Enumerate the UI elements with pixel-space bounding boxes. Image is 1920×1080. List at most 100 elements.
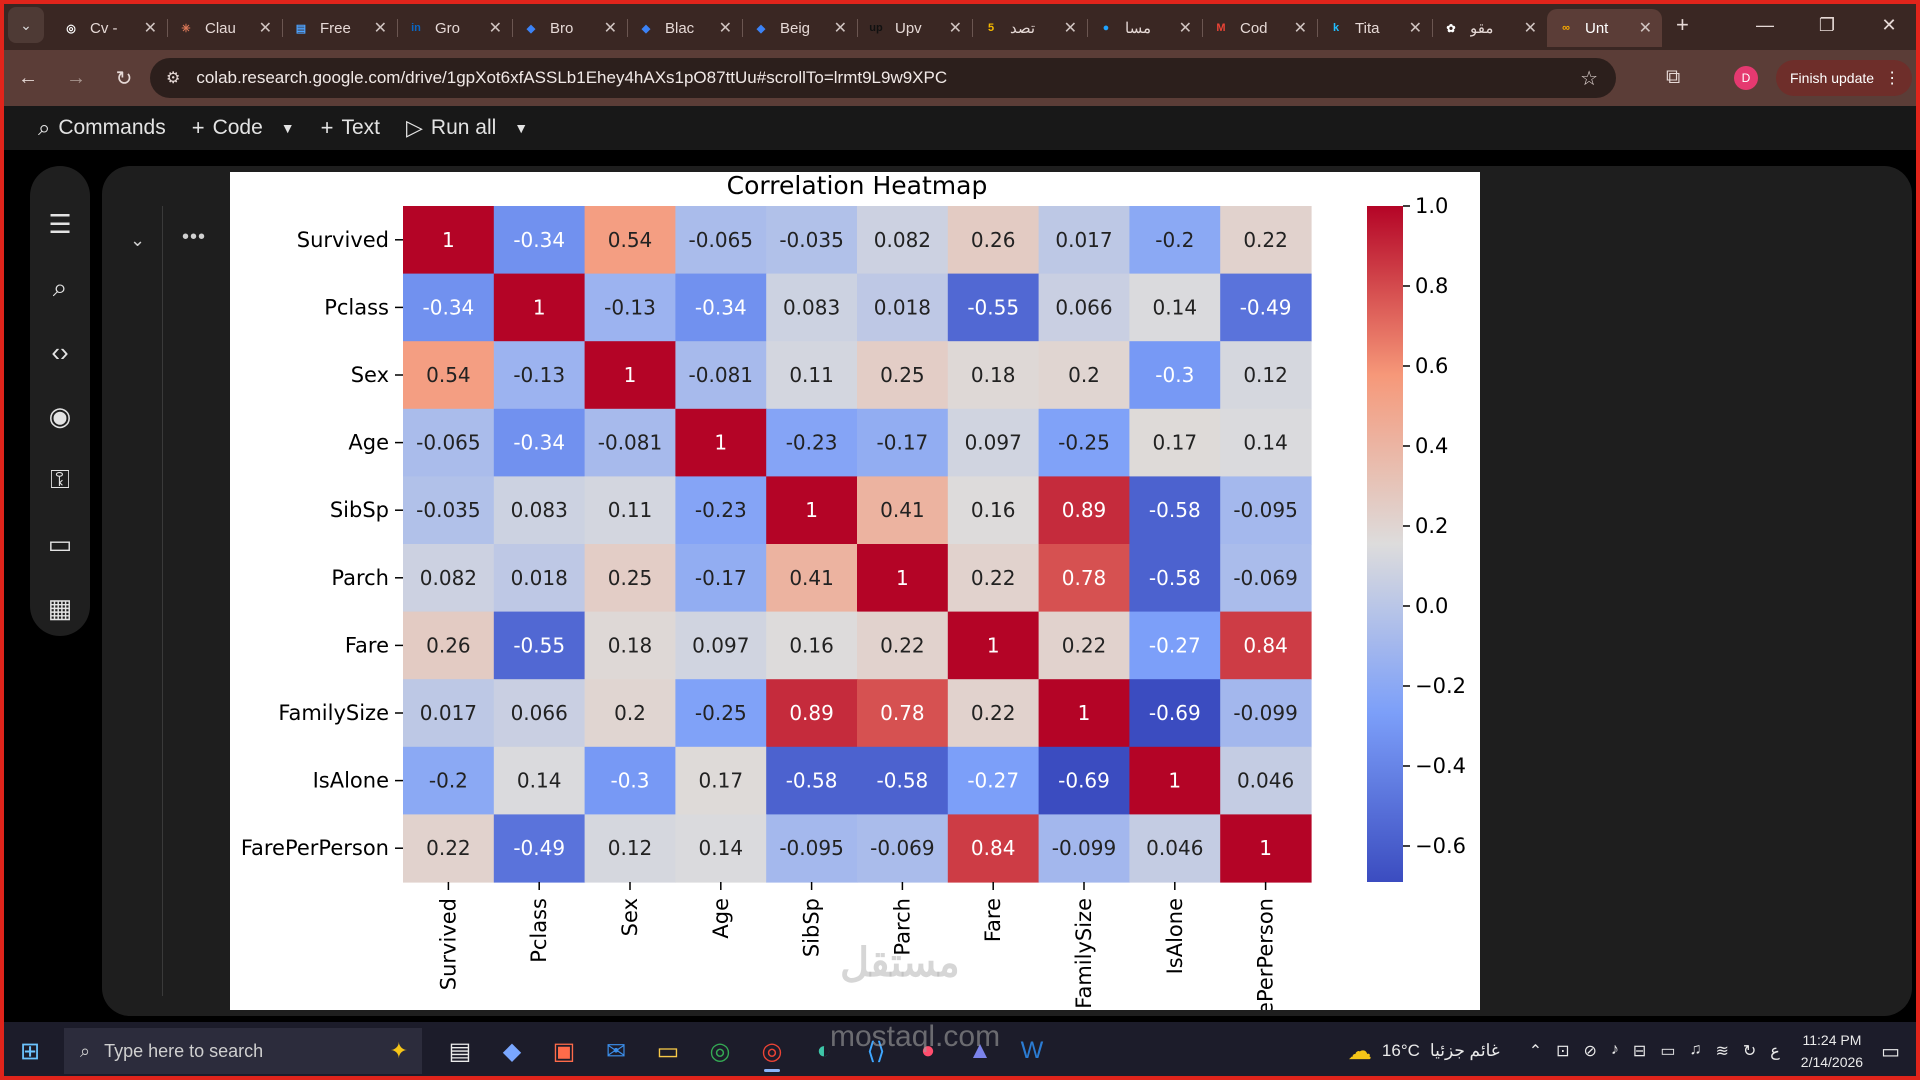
- plus-icon: +: [191, 115, 205, 140]
- cell-value-label: 0.22: [1062, 633, 1107, 657]
- vscode-icon[interactable]: ⟨⟩: [866, 1037, 886, 1065]
- cell-value-label: 0.017: [420, 701, 477, 725]
- browser-tab[interactable]: ◆ Beig ✕: [742, 9, 857, 47]
- chevron-down-icon[interactable]: ▼: [514, 120, 529, 136]
- cell-value-label: 0.14: [517, 769, 562, 793]
- close-tab-icon[interactable]: ✕: [373, 20, 387, 37]
- language-indicator[interactable]: ع: [1770, 1043, 1780, 1060]
- data-table-icon[interactable]: ▦: [47, 592, 73, 623]
- close-tab-icon[interactable]: ✕: [1638, 20, 1652, 37]
- browser-tab[interactable]: in Gro ✕: [397, 9, 512, 47]
- weather-widget[interactable]: ☁ 16°C غائم جزئيا: [1348, 1037, 1500, 1066]
- back-icon[interactable]: ←: [18, 66, 38, 89]
- clock[interactable]: 11:24 PM 2/14/2026: [1801, 1029, 1863, 1073]
- windows-start-icon[interactable]: ⊞: [19, 1037, 41, 1065]
- microphone-icon[interactable]: ♪: [1610, 1041, 1619, 1058]
- code-label: Code: [212, 116, 263, 139]
- finish-update-button[interactable]: Finish update ⋮: [1776, 60, 1912, 96]
- word-icon[interactable]: W: [1020, 1037, 1044, 1064]
- browser-tab[interactable]: ∞ Unt ✕: [1547, 9, 1662, 47]
- variables-icon[interactable]: ◉: [48, 400, 72, 431]
- task-view-icon[interactable]: ▤: [448, 1037, 472, 1065]
- url-omnibox[interactable]: ⚙ colab.research.google.com/drive/1gpXot…: [150, 58, 1616, 98]
- more-vert-icon[interactable]: ⋮: [1884, 70, 1901, 87]
- chevron-up-icon[interactable]: ⌃: [1528, 1043, 1543, 1060]
- site-info-icon[interactable]: ⚙: [166, 70, 181, 87]
- more-horiz-icon[interactable]: •••: [182, 226, 207, 248]
- browser-tab[interactable]: ● مسا ✕: [1087, 9, 1202, 47]
- close-tab-icon[interactable]: ✕: [1293, 20, 1307, 37]
- battery-icon[interactable]: ▭: [1660, 1043, 1676, 1060]
- secrets-key-icon[interactable]: ⚿: [50, 464, 70, 494]
- browser-tab[interactable]: ✿ مقو ✕: [1432, 9, 1547, 47]
- files-folder-icon[interactable]: ▭: [47, 528, 73, 559]
- openai-icon: ✿: [1446, 22, 1456, 35]
- sync-icon[interactable]: ↻: [1742, 1043, 1757, 1060]
- teams-badge-icon[interactable]: ●: [920, 1037, 936, 1064]
- cell-value-label: 0.22: [971, 566, 1016, 590]
- wifi-icon[interactable]: ≋: [1715, 1043, 1729, 1060]
- close-tab-icon[interactable]: ✕: [258, 20, 272, 37]
- add-text-button[interactable]: + Text: [321, 115, 380, 141]
- cell-value-label: 0.22: [1243, 228, 1288, 252]
- minimize-icon[interactable]: —: [1756, 14, 1774, 35]
- browser-tab[interactable]: k Tita ✕: [1317, 9, 1432, 47]
- close-tab-icon[interactable]: ✕: [718, 20, 732, 37]
- chrome-active-icon[interactable]: ◎: [746, 1028, 798, 1074]
- volume-icon[interactable]: ♫: [1689, 1041, 1702, 1058]
- restore-icon[interactable]: ❐: [1818, 14, 1836, 35]
- edge-icon[interactable]: ◐: [816, 1037, 832, 1064]
- tray-icons: ⌃ ⊡ ⊘ ♪ ⊟ ▭ ♫ ≋ ↻ ع: [1522, 1041, 1787, 1061]
- close-tab-icon[interactable]: ✕: [488, 20, 502, 37]
- close-window-icon[interactable]: ✕: [1881, 14, 1897, 35]
- run-all-button[interactable]: ▷ Run all ▼: [406, 115, 528, 141]
- no-notifications-icon[interactable]: ⊘: [1583, 1043, 1597, 1060]
- browser-tab[interactable]: 5 تصد ✕: [972, 9, 1087, 47]
- notifications-icon[interactable]: ▭: [1881, 1040, 1900, 1063]
- taskbar-search[interactable]: ⌕ Type here to search ✦: [64, 1028, 422, 1074]
- heatmap-cell: [947, 408, 1040, 477]
- teams-icon[interactable]: ▲: [968, 1037, 992, 1064]
- browser-tab[interactable]: up Upv ✕: [857, 9, 972, 47]
- url-text[interactable]: colab.research.google.com/drive/1gpXot6x…: [196, 68, 948, 87]
- close-tab-icon[interactable]: ✕: [1408, 20, 1422, 37]
- new-tab-button[interactable]: +: [1676, 12, 1689, 37]
- table-of-contents-icon[interactable]: ☰: [48, 208, 72, 239]
- tab-search-button[interactable]: ⌄: [8, 7, 44, 43]
- close-tab-icon[interactable]: ✕: [143, 20, 157, 37]
- reload-icon[interactable]: ↻: [115, 67, 133, 90]
- chrome-icon[interactable]: ◎: [709, 1037, 731, 1065]
- close-tab-icon[interactable]: ✕: [833, 20, 847, 37]
- close-tab-icon[interactable]: ✕: [948, 20, 962, 37]
- meet-now-icon[interactable]: ⊡: [1556, 1043, 1570, 1060]
- copilot-sparkle-icon[interactable]: ✦: [389, 1038, 408, 1063]
- heatmap-cell: [675, 273, 767, 342]
- forward-icon[interactable]: →: [66, 66, 86, 89]
- close-tab-icon[interactable]: ✕: [1523, 20, 1537, 37]
- add-code-button[interactable]: + Code ▼: [192, 115, 295, 141]
- copilot-app-icon[interactable]: ◆: [502, 1037, 522, 1065]
- bookmark-star-icon[interactable]: ☆: [1580, 67, 1598, 90]
- browser-tab[interactable]: ▤ Free ✕: [282, 9, 397, 47]
- commands-button[interactable]: ⌕ Commands: [38, 115, 166, 141]
- heatmap-cell: [857, 273, 949, 342]
- find-replace-icon[interactable]: ⌕: [52, 272, 68, 302]
- heatmap-cell: [675, 544, 767, 613]
- browser-tab[interactable]: ◆ Bro ✕: [512, 9, 627, 47]
- store-icon[interactable]: ▣: [552, 1037, 576, 1065]
- browser-tab[interactable]: M Cod ✕: [1202, 9, 1317, 47]
- outlook-icon[interactable]: ✉: [605, 1037, 627, 1065]
- chevron-down-icon[interactable]: ▼: [280, 120, 295, 136]
- close-tab-icon[interactable]: ✕: [1063, 20, 1077, 37]
- browser-tab[interactable]: ◆ Blac ✕: [627, 9, 742, 47]
- browser-tab[interactable]: ✳ Clau ✕: [167, 9, 282, 47]
- code-snippets-icon[interactable]: ‹›: [51, 336, 69, 367]
- extensions-icon[interactable]: ⧉: [1666, 66, 1681, 88]
- collapse-chevron-icon[interactable]: ⌄: [130, 230, 146, 250]
- close-tab-icon[interactable]: ✕: [603, 20, 617, 37]
- screen-icon[interactable]: ⊟: [1632, 1043, 1647, 1060]
- profile-avatar[interactable]: D: [1734, 66, 1758, 90]
- browser-tab[interactable]: ◎ Cv - ✕: [52, 9, 167, 47]
- file-explorer-icon[interactable]: ▭: [656, 1037, 680, 1065]
- close-tab-icon[interactable]: ✕: [1178, 20, 1192, 37]
